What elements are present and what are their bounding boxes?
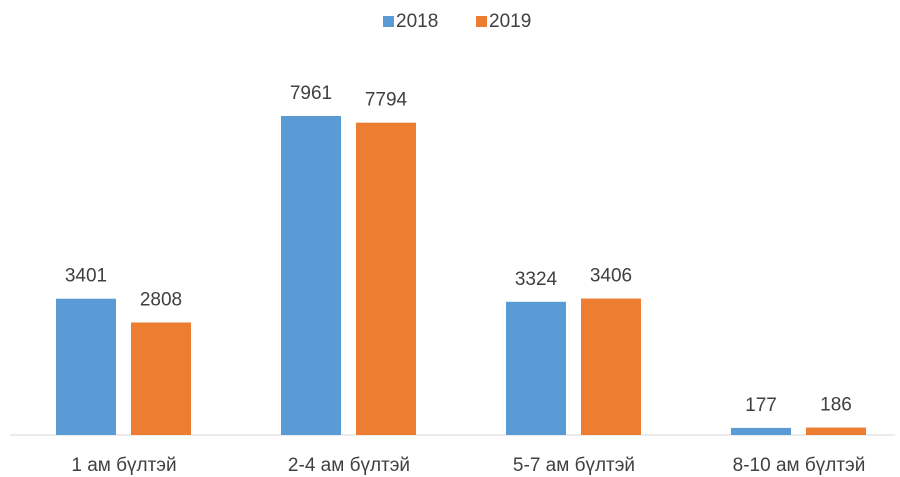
data-label: 2808 bbox=[140, 289, 182, 310]
x-tick-label: 1 ам бүлтэй bbox=[71, 455, 176, 476]
bar bbox=[131, 322, 191, 435]
data-label: 186 bbox=[820, 395, 852, 416]
data-label: 7961 bbox=[290, 83, 332, 104]
x-tick-label: 5-7 ам бүлтэй bbox=[513, 455, 635, 476]
legend-swatch bbox=[476, 16, 487, 27]
data-label: 3324 bbox=[515, 269, 558, 290]
data-label: 3406 bbox=[590, 266, 632, 287]
legend-label: 2018 bbox=[396, 11, 438, 32]
bar bbox=[281, 116, 341, 435]
bar bbox=[56, 298, 116, 435]
bar bbox=[581, 298, 641, 435]
bar bbox=[806, 427, 866, 435]
data-label: 7794 bbox=[365, 90, 408, 111]
bar bbox=[356, 122, 416, 436]
x-tick-label: 8-10 ам бүлтэй bbox=[733, 455, 866, 476]
legend-swatch bbox=[383, 16, 394, 27]
bar bbox=[506, 301, 566, 435]
bar bbox=[731, 427, 791, 435]
data-label: 177 bbox=[745, 395, 777, 416]
data-label: 3401 bbox=[65, 266, 107, 287]
legend-label: 2019 bbox=[489, 11, 531, 32]
x-tick-label: 2-4 ам бүлтэй bbox=[288, 455, 410, 476]
